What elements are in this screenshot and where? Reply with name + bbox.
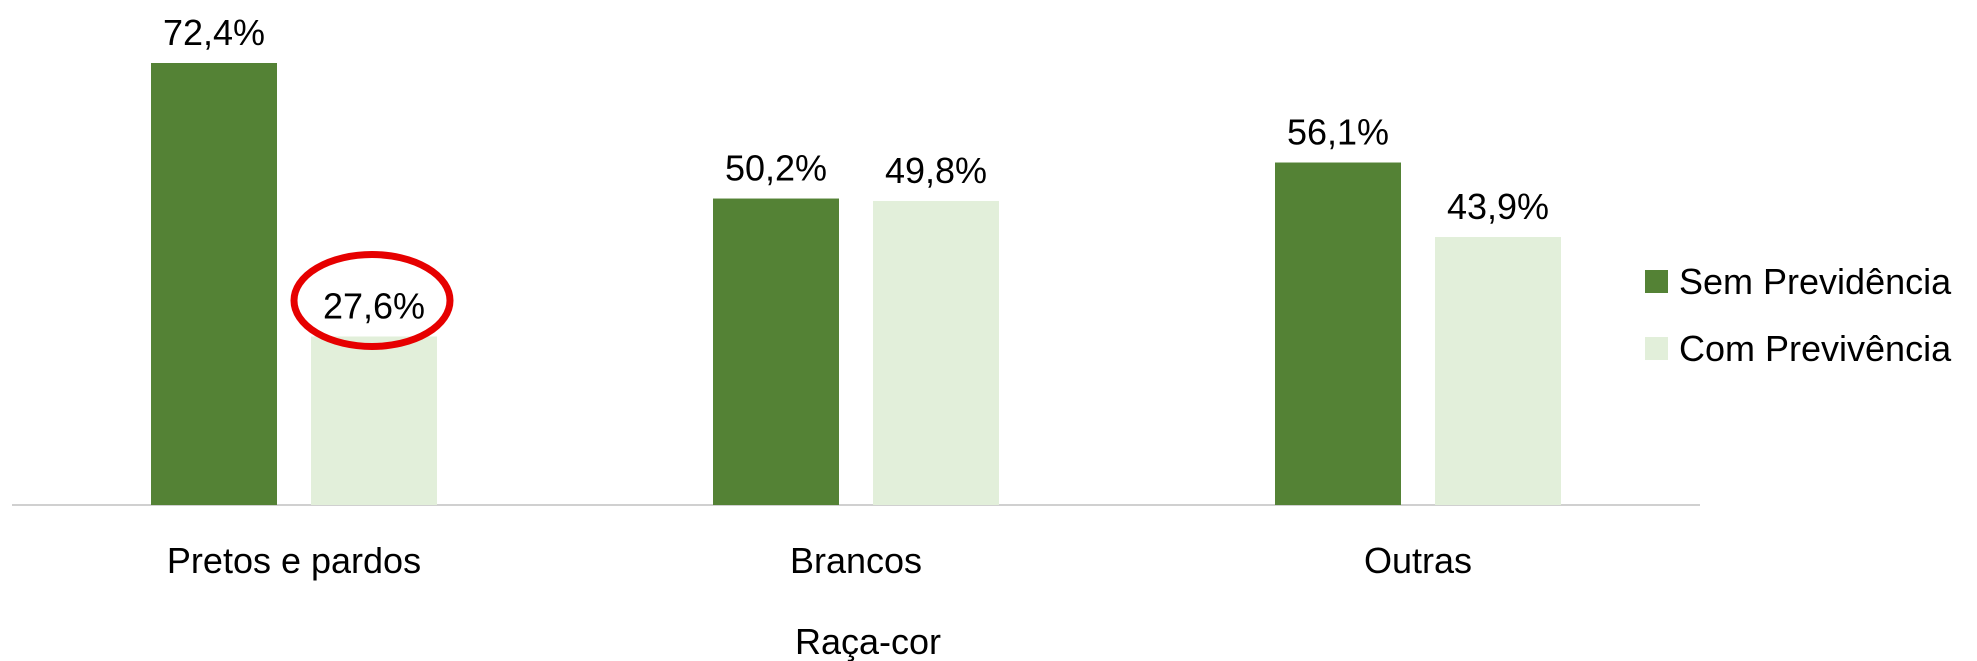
data-label-sem-previdencia-brancos: 50,2% (725, 148, 827, 189)
legend-label-com-previvencia: Com Previvência (1679, 328, 1952, 369)
data-label-com-previvencia-brancos: 49,8% (885, 150, 987, 191)
highlight-circle (290, 251, 454, 351)
x-axis-title: Raça-cor (795, 621, 941, 661)
bar-sem-previdencia-pretos-e-pardos (151, 63, 277, 505)
legend-swatch-com-previvencia (1645, 337, 1668, 360)
x-tick-outras: Outras (1364, 540, 1472, 581)
data-label-sem-previdencia-pretos-e-pardos: 72,4% (163, 12, 265, 53)
x-tick-brancos: Brancos (790, 540, 922, 581)
data-label-com-previvencia-pretos-e-pardos: 27,6% (323, 286, 425, 327)
legend-swatch-sem-previdencia (1645, 270, 1668, 293)
bar-sem-previdencia-outras (1275, 162, 1401, 505)
bar-com-previvencia-brancos (873, 200, 999, 505)
data-label-sem-previdencia-outras: 56,1% (1287, 112, 1389, 153)
bar-sem-previdencia-brancos (713, 198, 839, 505)
x-tick-pretos-e-pardos: Pretos e pardos (167, 540, 421, 581)
bar-com-previvencia-outras (1435, 236, 1561, 506)
data-label-com-previvencia-outras: 43,9% (1447, 186, 1549, 227)
bar-com-previvencia-pretos-e-pardos (311, 336, 437, 505)
legend-label-sem-previdencia: Sem Previdência (1679, 261, 1952, 302)
